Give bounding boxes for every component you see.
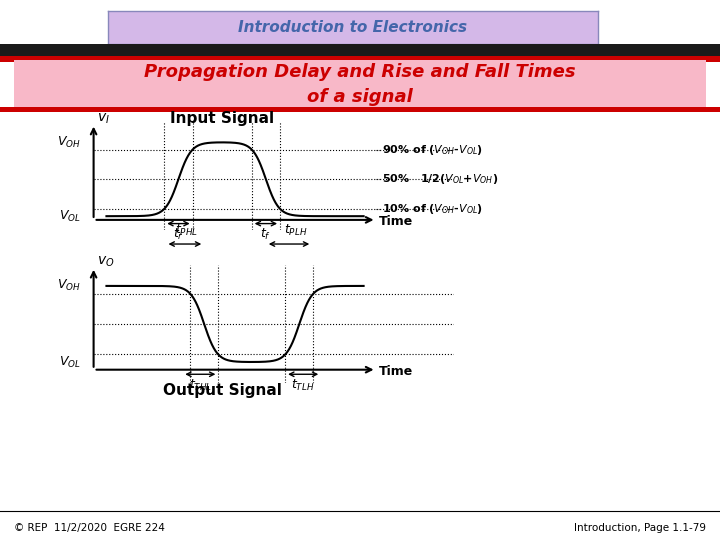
Text: Input Signal: Input Signal [170, 111, 274, 126]
Text: © REP  11/2/2020  EGRE 224: © REP 11/2/2020 EGRE 224 [14, 523, 166, 532]
Text: $t_f$: $t_f$ [261, 227, 271, 241]
Text: $t_{TLH}$: $t_{TLH}$ [292, 378, 315, 393]
Text: $v_I$: $v_I$ [97, 112, 110, 126]
Text: $V_{OH}$: $V_{OH}$ [57, 279, 81, 293]
Text: $V_{OL}$: $V_{OL}$ [59, 355, 81, 369]
Text: $V_{OL}$: $V_{OL}$ [59, 208, 81, 224]
Text: Time: Time [379, 364, 413, 377]
Text: $t_r$: $t_r$ [173, 227, 184, 241]
Text: 10% of ($V_{OH}$-$V_{OL}$): 10% of ($V_{OH}$-$V_{OL}$) [382, 202, 482, 216]
Text: $t_{PLH}$: $t_{PLH}$ [284, 222, 307, 238]
Text: Time: Time [379, 215, 413, 228]
Text: $t_{THL}$: $t_{THL}$ [189, 378, 212, 393]
Text: 50%   1/2($V_{OL}$+$V_{OH}$): 50% 1/2($V_{OL}$+$V_{OH}$) [382, 172, 498, 186]
Text: $t_{PHL}$: $t_{PHL}$ [175, 222, 198, 238]
Text: 90% of ($V_{OH}$-$V_{OL}$): 90% of ($V_{OH}$-$V_{OL}$) [382, 143, 482, 157]
Text: Introduction to Electronics: Introduction to Electronics [238, 20, 467, 35]
Text: Output Signal: Output Signal [163, 383, 282, 397]
Text: $v_O$: $v_O$ [97, 255, 115, 269]
Text: Propagation Delay and Rise and Fall Times
of a signal: Propagation Delay and Rise and Fall Time… [144, 63, 576, 106]
Text: $V_{OH}$: $V_{OH}$ [57, 134, 81, 150]
Text: Introduction, Page 1.1-79: Introduction, Page 1.1-79 [574, 523, 706, 532]
